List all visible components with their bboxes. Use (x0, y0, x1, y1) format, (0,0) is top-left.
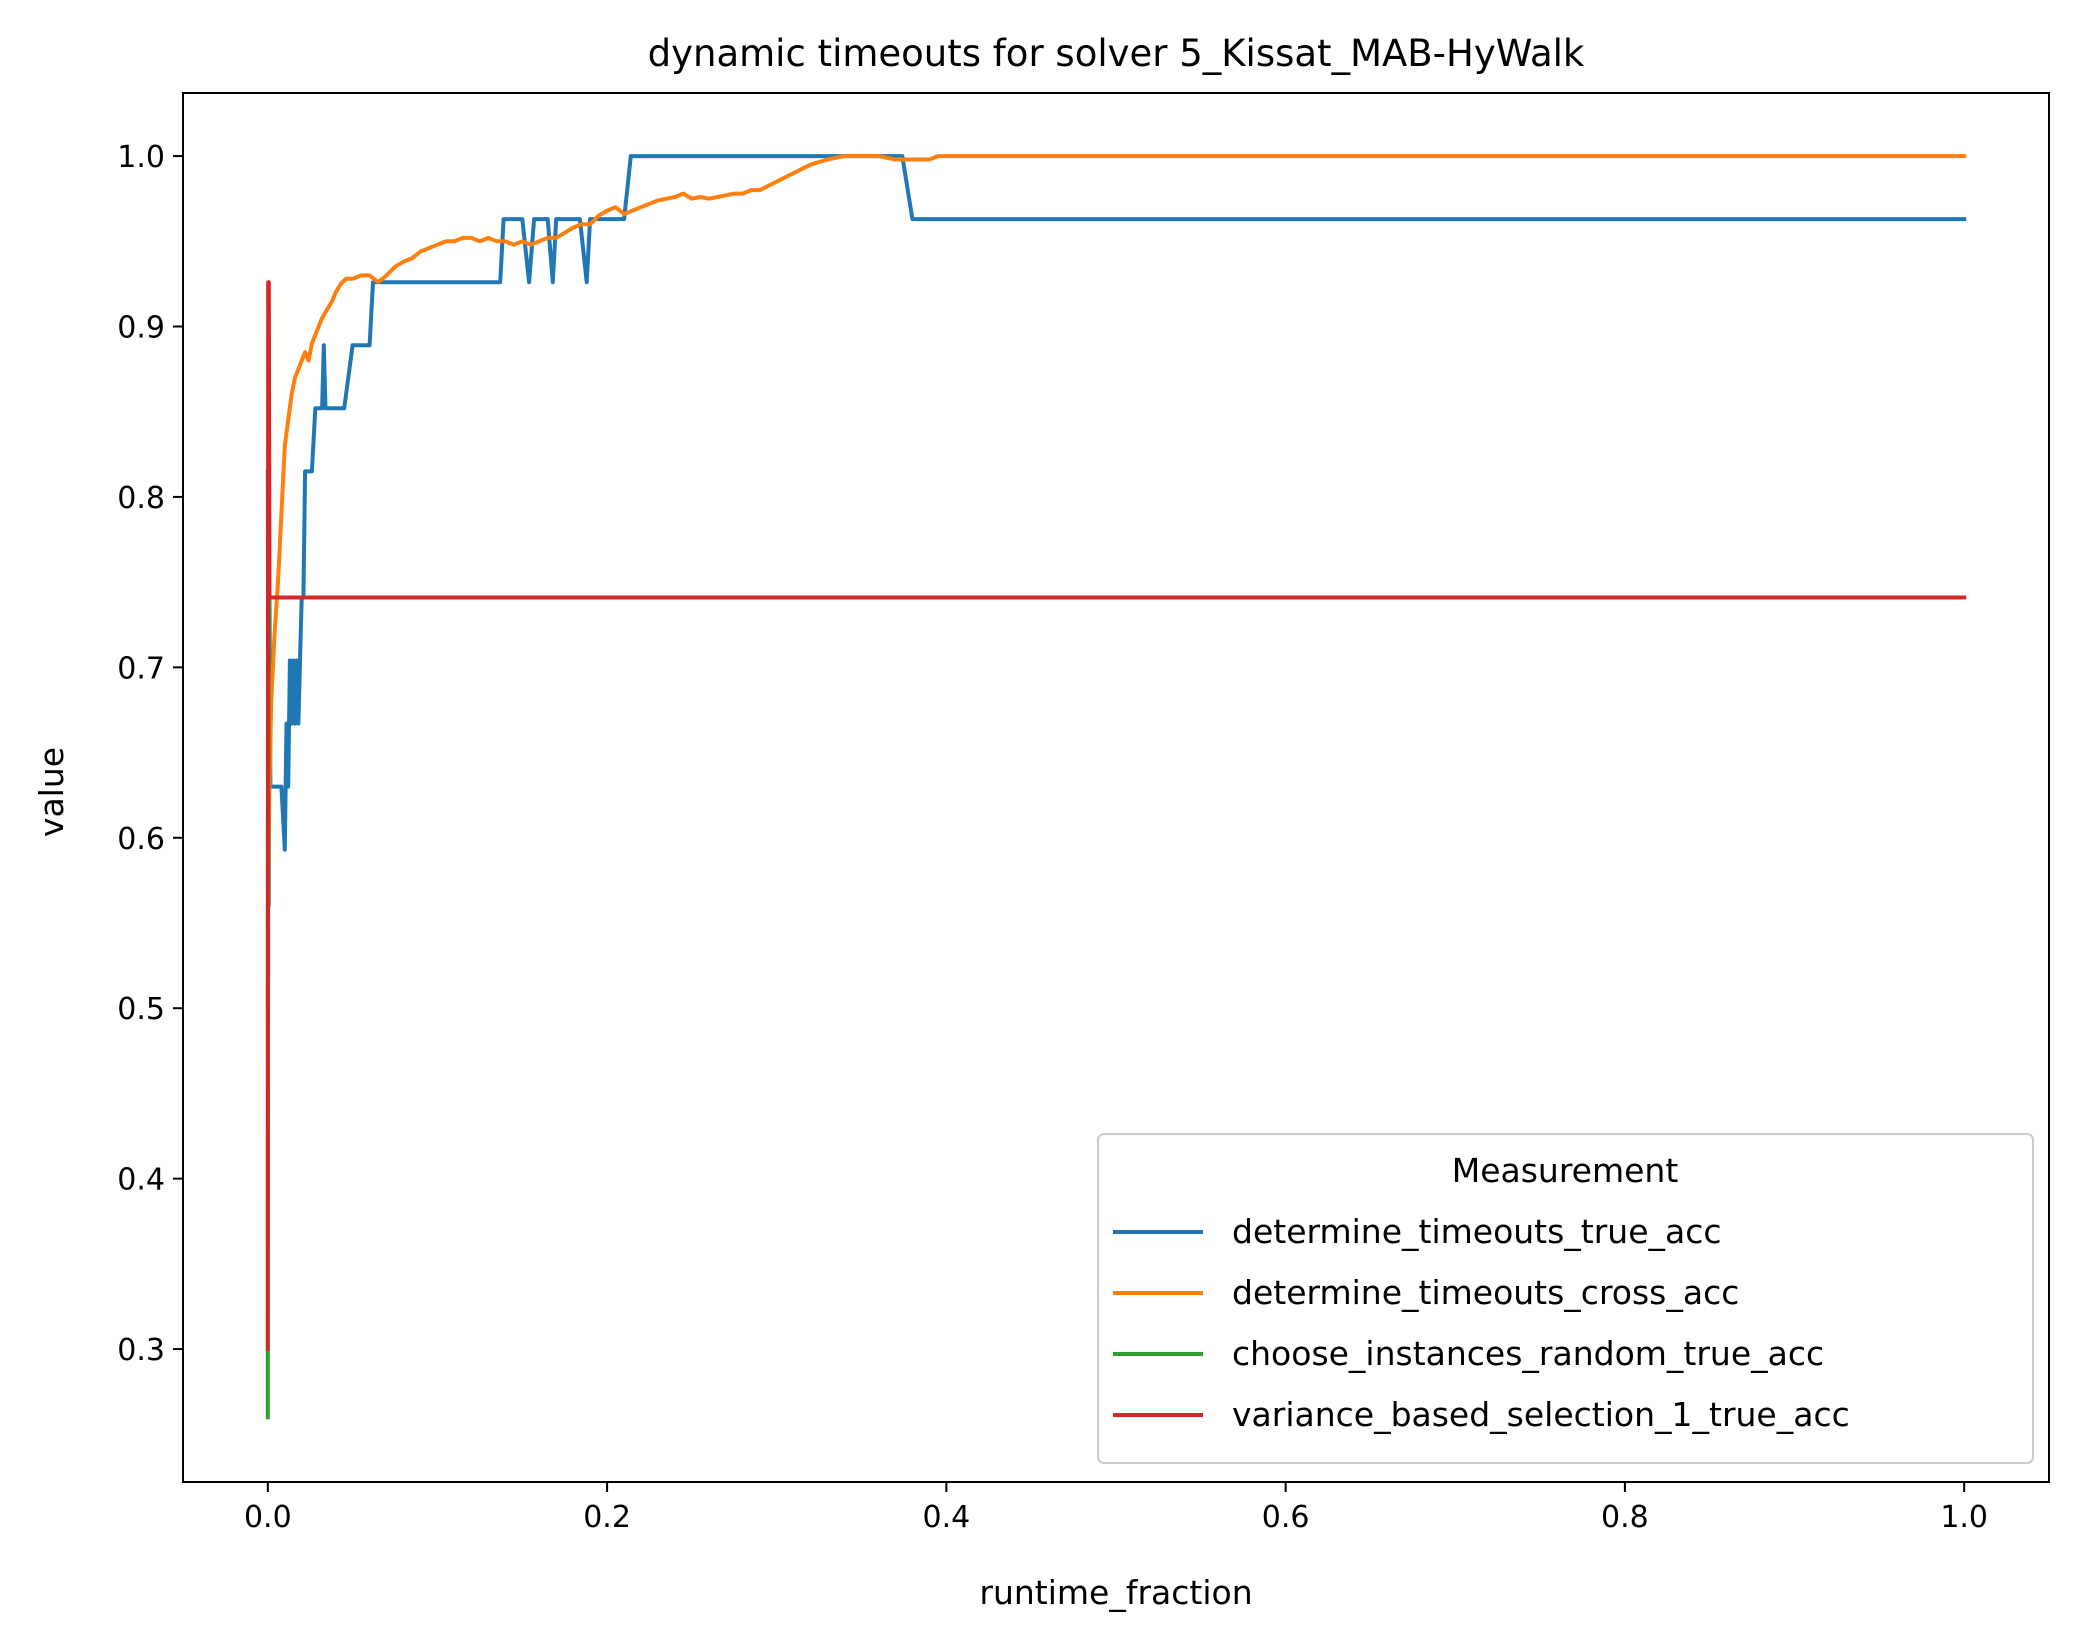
x-tick-label: 0.6 (1262, 1500, 1310, 1535)
series-line-determine-timeouts-true-acc (265, 154, 1967, 908)
x-axis: 0.0 0.2 0.4 0.6 0.8 1.0 (244, 1482, 1988, 1535)
x-tick-label: 0.2 (583, 1500, 631, 1535)
legend-label: choose_instances_random_true_acc (1232, 1334, 1824, 1373)
y-tick-label: 0.3 (117, 1333, 165, 1368)
legend-box (1097, 1133, 2034, 1464)
x-tick-label: 0.8 (1601, 1500, 1649, 1535)
y-tick-label: 0.4 (117, 1163, 165, 1198)
x-tick-label: 1.0 (1940, 1500, 1988, 1535)
x-axis-label: runtime_fraction (979, 1573, 1252, 1612)
legend: Measurement determine_timeouts_true_accd… (1097, 1133, 2034, 1464)
x-tick-label: 0.0 (244, 1500, 292, 1535)
series-line-determine-timeouts-cross-acc (265, 154, 1967, 926)
x-tick-label: 0.4 (923, 1500, 971, 1535)
y-tick-label: 0.8 (117, 481, 165, 516)
plot-frame (182, 92, 2050, 1483)
legend-entries: determine_timeouts_true_acc determine_tim… (1113, 1212, 1850, 1434)
y-tick-label: 1.0 (117, 140, 165, 175)
legend-label: variance_based_selection_1_true_acc (1232, 1395, 1850, 1434)
y-tick-label: 0.6 (117, 822, 165, 857)
chart-title: dynamic timeouts for solver 5_Kissat_MAB… (648, 32, 1585, 75)
y-axis: 0.3 0.4 0.5 0.6 0.7 0.8 0.9 1.0 (117, 140, 183, 1368)
series-layer (265, 154, 1967, 1420)
y-tick-label: 0.7 (117, 651, 165, 686)
legend-label: determine_timeouts_true_acc (1232, 1212, 1722, 1251)
y-tick-label: 0.5 (117, 992, 165, 1027)
series-line-variance-based-selection-1-true-acc (265, 280, 1967, 1352)
legend-title: Measurement (1452, 1151, 1679, 1190)
legend-label: determine_timeouts_cross_acc (1232, 1273, 1739, 1312)
y-tick-label: 0.9 (117, 310, 165, 345)
y-axis-label: value (32, 747, 71, 837)
